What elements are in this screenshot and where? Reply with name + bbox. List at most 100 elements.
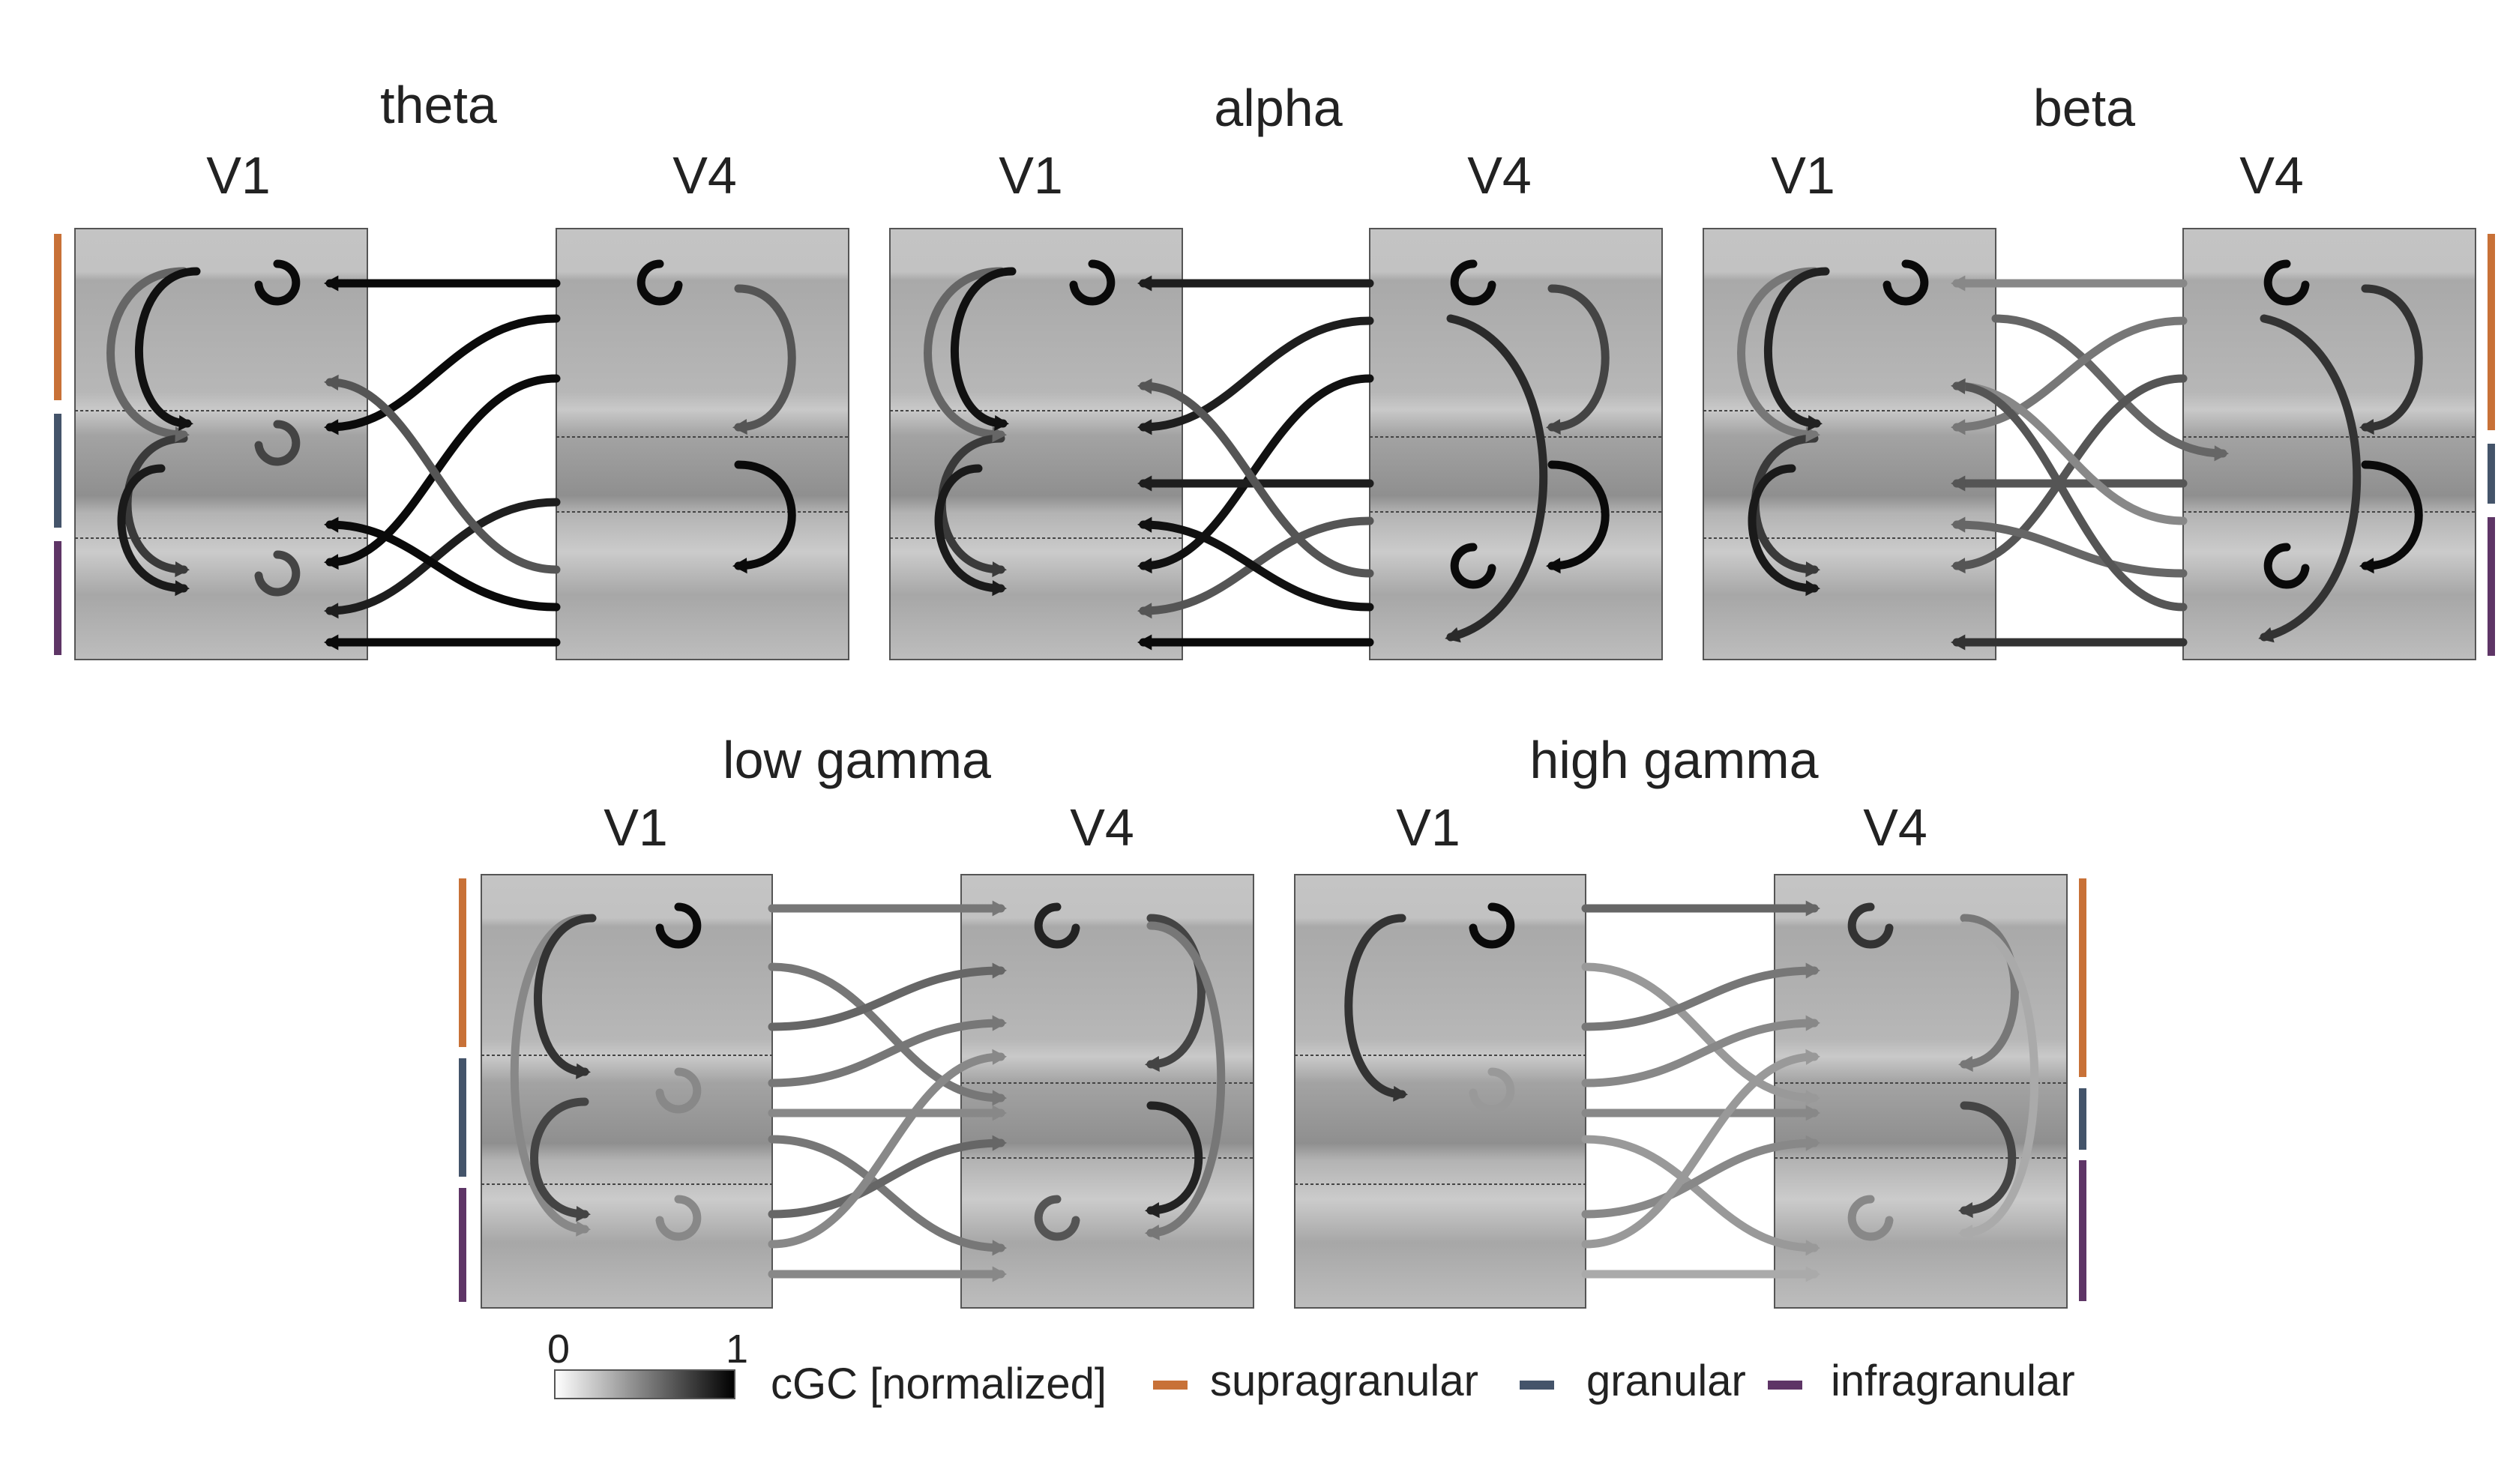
arrowhead [1805,426,1820,443]
panel-title: alpha [1214,79,1342,137]
arrowhead [992,900,1007,917]
arrowhead [992,1105,1007,1121]
supragranular-bar [459,878,466,1047]
arrowhead [1137,378,1152,394]
scale-label: cGC [normalized] [771,1360,1107,1408]
infragranular-bar [54,541,61,655]
self-loop-icon [1450,543,1496,589]
arrowhead [1546,558,1561,574]
self-loop-icon [1034,1195,1080,1241]
intra-v1-arrow [135,267,201,428]
infragranular-label: infragranular [1831,1357,2075,1405]
v4-label: V4 [1070,798,1134,857]
arrowhead [1445,627,1461,643]
interareal-arrow [1581,1138,1819,1219]
v4-label: V4 [2239,146,2304,205]
supragranular-bar [54,234,61,400]
interareal-arrow [1581,1019,1819,1088]
interareal-arrow [768,1019,1005,1088]
arrowhead [1805,580,1820,597]
intra-v1-arrow [106,267,188,439]
interareal-arrow [1952,374,2188,570]
scale-min-label: 0 [547,1327,570,1372]
infragranular-bar [459,1188,466,1302]
granular-bar [54,414,61,528]
arrowhead [1958,1202,1973,1219]
arrowhead [1145,1202,1160,1219]
arrowhead [1805,1135,1820,1151]
intra-v1-arrow [534,914,597,1076]
v4-label: V4 [1467,146,1532,205]
interareal-arrow [768,962,1005,1103]
interareal-arrow [325,520,561,612]
self-loop-icon [1847,1195,1894,1241]
scale-max-label: 1 [726,1327,748,1372]
arrowhead [2359,418,2374,435]
interareal-arrow [1991,314,2227,458]
v1-label: V1 [1396,798,1460,857]
v4-column [2182,228,2476,660]
arrowhead [992,1090,1007,1106]
interareal-arrow [1952,381,2188,612]
self-loop-icon [1883,259,1929,306]
intra-v1-arrow [924,267,1005,439]
arrowhead [1137,419,1152,435]
arrowhead [1805,1105,1820,1121]
intra-v1-arrow [1737,267,1819,439]
arrowhead [2359,558,2374,574]
layer-bars [54,234,2495,1302]
intra-v4-arrow [1146,921,1226,1237]
arrowhead [1137,634,1152,651]
self-loop-icon [636,259,683,306]
arrowhead [1805,1049,1820,1065]
v1-column [1703,228,1996,660]
intra-v4-arrow [1146,914,1206,1069]
arrowhead [1951,275,1966,292]
arrowhead [178,414,193,431]
self-loop-icon [1450,259,1496,306]
arrowhead [992,1135,1007,1151]
self-loop-icon [2263,543,2310,589]
self-loop-icon [254,259,301,306]
interareal-arrow [1139,374,1374,570]
arrowhead [576,1220,591,1237]
arrowhead [992,426,1007,443]
arrowhead [992,1049,1007,1065]
arrowhead [576,1063,591,1079]
arrowhead [324,374,339,390]
arrowhead [992,962,1007,979]
intra-v1-arrow [1748,464,1819,593]
arrowhead [1951,378,1966,394]
arrowhead [1958,1224,1973,1240]
arrowhead [1951,419,1966,435]
interareal-arrow [1581,966,1819,1031]
interareal-arrow [325,378,561,574]
panel-title: high gamma [1529,731,1818,789]
arrowhead [175,561,190,578]
arrowhead [1805,1090,1820,1106]
self-loop-icon [2263,259,2310,306]
arrowhead [324,516,339,533]
granular-bar [2488,444,2495,504]
arrowhead [1137,475,1152,492]
arrowhead [324,634,339,651]
interareal-arrow [1581,1052,1819,1249]
arrowhead [1958,1055,1973,1072]
arrowhead [1805,962,1820,979]
intra-v4-arrow [1960,914,2019,1069]
arrowhead [1145,1224,1160,1240]
colorscale-bar [554,1369,735,1399]
self-loop-icon [254,420,301,466]
v4-label: V4 [1863,798,1927,857]
intra-v4-arrow [734,460,796,570]
arrowhead [2258,627,2275,643]
supragranular-label: supragranular [1210,1357,1478,1405]
interareal-arrow [325,314,561,432]
arrowhead [992,1015,1007,1031]
v1-label: V1 [206,146,271,205]
arrowhead [994,414,1009,431]
self-loop-icon [1847,902,1894,949]
panel-title: beta [2033,79,2135,137]
supragranular-swatch [1153,1381,1188,1390]
